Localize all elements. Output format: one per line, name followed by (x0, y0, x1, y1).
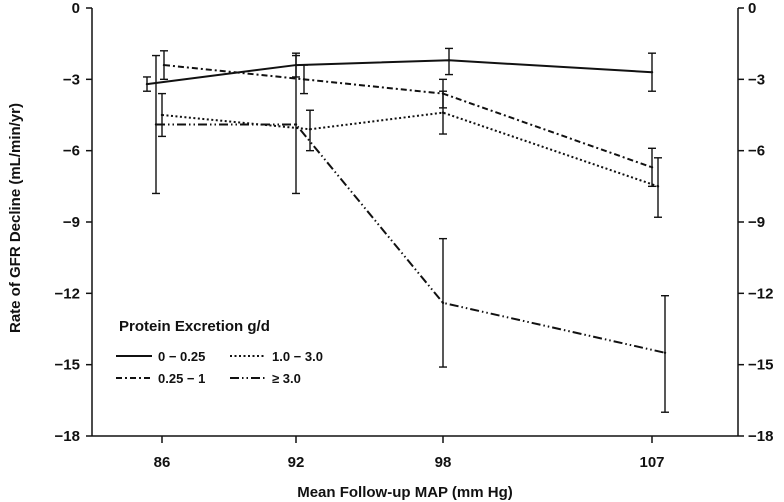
legend-label-1: 0 − 0.25 (158, 349, 205, 364)
x-tick-label: 107 (639, 454, 664, 471)
y-tick-label-right: −15 (748, 357, 773, 374)
legend-label-4: ≥ 3.0 (272, 371, 301, 386)
y-tick-label-right: −18 (748, 428, 773, 445)
data-point (663, 351, 667, 354)
data-point (160, 113, 164, 117)
y-tick-label-right: −3 (748, 71, 765, 88)
data-point (441, 92, 445, 95)
data-point (294, 63, 298, 67)
legend-label-2: 0.25 − 1 (158, 371, 205, 386)
x-tick-label: 86 (154, 454, 171, 471)
data-point (145, 82, 149, 86)
y-tick-label-right: −9 (748, 214, 765, 231)
error-bars (143, 47, 669, 413)
data-point (294, 123, 298, 126)
y-tick-label-left: −6 (63, 143, 80, 160)
y-tick-label-right: 0 (748, 0, 756, 17)
series-lines (145, 59, 667, 354)
x-tick-label: 98 (435, 454, 452, 471)
series-line-3 (161, 111, 659, 188)
y-tick-label-left: −9 (63, 214, 80, 231)
series-line-2 (163, 64, 653, 169)
y-tick-label-right: −6 (748, 143, 765, 160)
y-tick-label-left: −3 (63, 71, 80, 88)
x-axis-title: Mean Follow-up MAP (mm Hg) (297, 484, 513, 501)
data-point (656, 185, 660, 188)
y-tick-label-right: −12 (748, 285, 773, 302)
data-point (441, 111, 445, 114)
x-tick-label: 92 (288, 454, 305, 471)
y-axis-title: Rate of GFR Decline (mL/min/yr) (7, 103, 24, 333)
y-tick-label-left: −18 (55, 428, 80, 445)
data-point (162, 63, 166, 67)
y-tick-label-left: 0 (72, 0, 80, 17)
series-line-4 (156, 123, 666, 354)
axes: 0 0 −3 −3 −6 −6 −9 −9 −12 −12 −15 −15 −18 −18 86 92 98 10… (55, 0, 774, 471)
legend: Protein Excretion g/d 0 − 0.25 0.25 − 1 1.… (116, 318, 323, 386)
data-point (302, 78, 306, 81)
legend-title: Protein Excretion g/d (119, 318, 270, 335)
data-point (308, 128, 312, 131)
data-point (650, 71, 654, 74)
y-tick-label-left: −12 (55, 285, 80, 302)
y-tick-label-left: −15 (55, 357, 80, 374)
data-point (447, 59, 451, 62)
data-point (650, 166, 654, 169)
data-point (154, 123, 158, 126)
legend-label-3: 1.0 − 3.0 (272, 349, 323, 364)
data-point (441, 301, 445, 305)
series-line-1 (146, 59, 653, 86)
